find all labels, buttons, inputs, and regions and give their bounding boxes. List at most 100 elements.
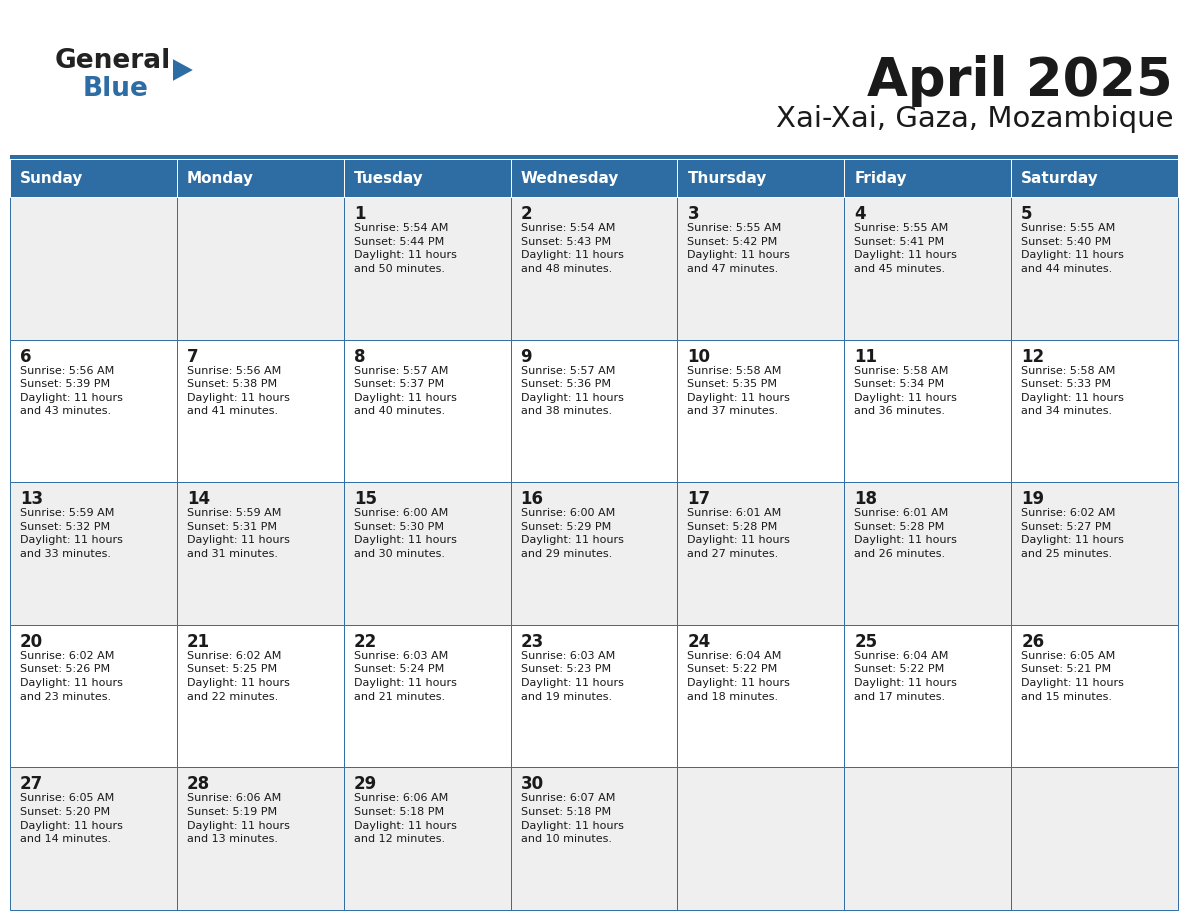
- Text: Sunrise: 6:04 AM
Sunset: 5:22 PM
Daylight: 11 hours
and 18 minutes.: Sunrise: 6:04 AM Sunset: 5:22 PM Dayligh…: [688, 651, 790, 701]
- Text: Friday: Friday: [854, 171, 906, 185]
- Bar: [1011, 767, 1178, 910]
- Text: 29: 29: [354, 776, 377, 793]
- Bar: [845, 197, 1011, 340]
- Text: April 2025: April 2025: [867, 55, 1173, 107]
- Text: Sunrise: 5:58 AM
Sunset: 5:35 PM
Daylight: 11 hours
and 37 minutes.: Sunrise: 5:58 AM Sunset: 5:35 PM Dayligh…: [688, 365, 790, 417]
- Text: Sunrise: 6:04 AM
Sunset: 5:22 PM
Daylight: 11 hours
and 17 minutes.: Sunrise: 6:04 AM Sunset: 5:22 PM Dayligh…: [854, 651, 958, 701]
- Bar: [10, 340, 177, 482]
- Bar: [677, 340, 845, 482]
- Text: 19: 19: [1022, 490, 1044, 509]
- Bar: [343, 197, 511, 340]
- Bar: [511, 159, 677, 197]
- Bar: [10, 197, 177, 340]
- Bar: [1011, 197, 1178, 340]
- Text: Sunrise: 6:05 AM
Sunset: 5:20 PM
Daylight: 11 hours
and 14 minutes.: Sunrise: 6:05 AM Sunset: 5:20 PM Dayligh…: [20, 793, 122, 845]
- Bar: [845, 625, 1011, 767]
- Text: Sunrise: 6:06 AM
Sunset: 5:18 PM
Daylight: 11 hours
and 12 minutes.: Sunrise: 6:06 AM Sunset: 5:18 PM Dayligh…: [354, 793, 456, 845]
- Text: Sunrise: 5:54 AM
Sunset: 5:44 PM
Daylight: 11 hours
and 50 minutes.: Sunrise: 5:54 AM Sunset: 5:44 PM Dayligh…: [354, 223, 456, 274]
- Text: Saturday: Saturday: [1022, 171, 1099, 185]
- Text: Sunrise: 6:03 AM
Sunset: 5:23 PM
Daylight: 11 hours
and 19 minutes.: Sunrise: 6:03 AM Sunset: 5:23 PM Dayligh…: [520, 651, 624, 701]
- Text: 10: 10: [688, 348, 710, 365]
- Text: General: General: [55, 48, 171, 74]
- Text: Sunrise: 5:59 AM
Sunset: 5:31 PM
Daylight: 11 hours
and 31 minutes.: Sunrise: 5:59 AM Sunset: 5:31 PM Dayligh…: [187, 509, 290, 559]
- Bar: [343, 159, 511, 197]
- Text: Tuesday: Tuesday: [354, 171, 423, 185]
- Text: 22: 22: [354, 633, 377, 651]
- Text: 23: 23: [520, 633, 544, 651]
- Text: Sunrise: 6:00 AM
Sunset: 5:30 PM
Daylight: 11 hours
and 30 minutes.: Sunrise: 6:00 AM Sunset: 5:30 PM Dayligh…: [354, 509, 456, 559]
- Text: 6: 6: [20, 348, 32, 365]
- Text: Sunrise: 5:56 AM
Sunset: 5:39 PM
Daylight: 11 hours
and 43 minutes.: Sunrise: 5:56 AM Sunset: 5:39 PM Dayligh…: [20, 365, 122, 417]
- Text: 30: 30: [520, 776, 544, 793]
- Bar: [177, 159, 343, 197]
- Text: Sunrise: 6:06 AM
Sunset: 5:19 PM
Daylight: 11 hours
and 13 minutes.: Sunrise: 6:06 AM Sunset: 5:19 PM Dayligh…: [187, 793, 290, 845]
- Text: 13: 13: [20, 490, 43, 509]
- Bar: [10, 482, 177, 625]
- Text: 3: 3: [688, 205, 699, 223]
- Bar: [845, 767, 1011, 910]
- Bar: [511, 767, 677, 910]
- Bar: [343, 625, 511, 767]
- Text: Xai-Xai, Gaza, Mozambique: Xai-Xai, Gaza, Mozambique: [776, 105, 1173, 133]
- Text: Sunrise: 6:07 AM
Sunset: 5:18 PM
Daylight: 11 hours
and 10 minutes.: Sunrise: 6:07 AM Sunset: 5:18 PM Dayligh…: [520, 793, 624, 845]
- Text: 1: 1: [354, 205, 365, 223]
- Text: Sunrise: 5:57 AM
Sunset: 5:36 PM
Daylight: 11 hours
and 38 minutes.: Sunrise: 5:57 AM Sunset: 5:36 PM Dayligh…: [520, 365, 624, 417]
- Text: 8: 8: [354, 348, 365, 365]
- Text: 7: 7: [187, 348, 198, 365]
- Bar: [845, 159, 1011, 197]
- Text: Sunrise: 5:54 AM
Sunset: 5:43 PM
Daylight: 11 hours
and 48 minutes.: Sunrise: 5:54 AM Sunset: 5:43 PM Dayligh…: [520, 223, 624, 274]
- Text: Sunrise: 6:01 AM
Sunset: 5:28 PM
Daylight: 11 hours
and 27 minutes.: Sunrise: 6:01 AM Sunset: 5:28 PM Dayligh…: [688, 509, 790, 559]
- Text: Sunrise: 6:02 AM
Sunset: 5:25 PM
Daylight: 11 hours
and 22 minutes.: Sunrise: 6:02 AM Sunset: 5:25 PM Dayligh…: [187, 651, 290, 701]
- Bar: [511, 625, 677, 767]
- Text: Sunrise: 6:01 AM
Sunset: 5:28 PM
Daylight: 11 hours
and 26 minutes.: Sunrise: 6:01 AM Sunset: 5:28 PM Dayligh…: [854, 509, 958, 559]
- Text: Sunrise: 5:56 AM
Sunset: 5:38 PM
Daylight: 11 hours
and 41 minutes.: Sunrise: 5:56 AM Sunset: 5:38 PM Dayligh…: [187, 365, 290, 417]
- Text: Sunrise: 5:57 AM
Sunset: 5:37 PM
Daylight: 11 hours
and 40 minutes.: Sunrise: 5:57 AM Sunset: 5:37 PM Dayligh…: [354, 365, 456, 417]
- Text: Sunday: Sunday: [20, 171, 83, 185]
- Bar: [343, 340, 511, 482]
- Bar: [343, 767, 511, 910]
- Bar: [1011, 159, 1178, 197]
- Bar: [845, 482, 1011, 625]
- Text: 28: 28: [187, 776, 210, 793]
- Text: Sunrise: 6:02 AM
Sunset: 5:26 PM
Daylight: 11 hours
and 23 minutes.: Sunrise: 6:02 AM Sunset: 5:26 PM Dayligh…: [20, 651, 122, 701]
- Bar: [677, 482, 845, 625]
- Text: Wednesday: Wednesday: [520, 171, 619, 185]
- Text: 2: 2: [520, 205, 532, 223]
- Text: Sunrise: 5:58 AM
Sunset: 5:33 PM
Daylight: 11 hours
and 34 minutes.: Sunrise: 5:58 AM Sunset: 5:33 PM Dayligh…: [1022, 365, 1124, 417]
- Bar: [511, 340, 677, 482]
- Text: Blue: Blue: [83, 76, 148, 102]
- Bar: [343, 482, 511, 625]
- Bar: [845, 340, 1011, 482]
- Text: 17: 17: [688, 490, 710, 509]
- Text: Sunrise: 5:55 AM
Sunset: 5:41 PM
Daylight: 11 hours
and 45 minutes.: Sunrise: 5:55 AM Sunset: 5:41 PM Dayligh…: [854, 223, 958, 274]
- Bar: [177, 625, 343, 767]
- Text: Sunrise: 6:05 AM
Sunset: 5:21 PM
Daylight: 11 hours
and 15 minutes.: Sunrise: 6:05 AM Sunset: 5:21 PM Dayligh…: [1022, 651, 1124, 701]
- Bar: [10, 155, 1178, 159]
- Text: Sunrise: 5:58 AM
Sunset: 5:34 PM
Daylight: 11 hours
and 36 minutes.: Sunrise: 5:58 AM Sunset: 5:34 PM Dayligh…: [854, 365, 958, 417]
- Bar: [10, 159, 177, 197]
- Text: Sunrise: 6:00 AM
Sunset: 5:29 PM
Daylight: 11 hours
and 29 minutes.: Sunrise: 6:00 AM Sunset: 5:29 PM Dayligh…: [520, 509, 624, 559]
- Bar: [1011, 482, 1178, 625]
- Text: Monday: Monday: [187, 171, 254, 185]
- Bar: [10, 767, 177, 910]
- Bar: [677, 159, 845, 197]
- Text: 11: 11: [854, 348, 877, 365]
- Text: Sunrise: 6:03 AM
Sunset: 5:24 PM
Daylight: 11 hours
and 21 minutes.: Sunrise: 6:03 AM Sunset: 5:24 PM Dayligh…: [354, 651, 456, 701]
- Text: Sunrise: 5:55 AM
Sunset: 5:42 PM
Daylight: 11 hours
and 47 minutes.: Sunrise: 5:55 AM Sunset: 5:42 PM Dayligh…: [688, 223, 790, 274]
- Text: Sunrise: 5:55 AM
Sunset: 5:40 PM
Daylight: 11 hours
and 44 minutes.: Sunrise: 5:55 AM Sunset: 5:40 PM Dayligh…: [1022, 223, 1124, 274]
- Bar: [177, 197, 343, 340]
- Bar: [177, 482, 343, 625]
- Text: 24: 24: [688, 633, 710, 651]
- Text: 14: 14: [187, 490, 210, 509]
- Text: 15: 15: [354, 490, 377, 509]
- Bar: [677, 197, 845, 340]
- Bar: [1011, 625, 1178, 767]
- Bar: [10, 625, 177, 767]
- Text: 4: 4: [854, 205, 866, 223]
- Text: 5: 5: [1022, 205, 1032, 223]
- Text: 12: 12: [1022, 348, 1044, 365]
- Text: 9: 9: [520, 348, 532, 365]
- Bar: [511, 197, 677, 340]
- Text: Sunrise: 6:02 AM
Sunset: 5:27 PM
Daylight: 11 hours
and 25 minutes.: Sunrise: 6:02 AM Sunset: 5:27 PM Dayligh…: [1022, 509, 1124, 559]
- Bar: [677, 625, 845, 767]
